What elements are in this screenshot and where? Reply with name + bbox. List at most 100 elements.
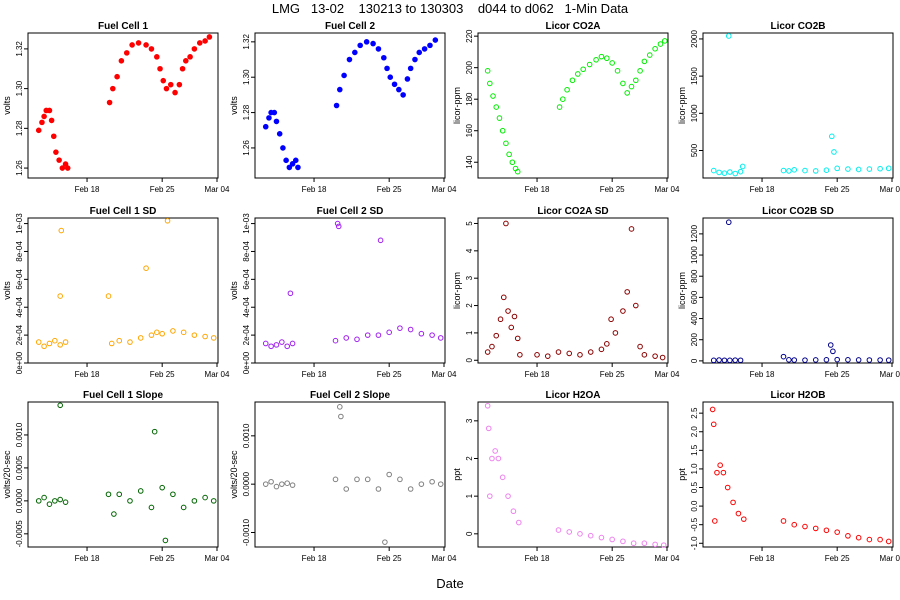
- plot-frame: [702, 401, 894, 548]
- data-point: [35, 339, 42, 345]
- data-point: [364, 332, 371, 338]
- data-point: [418, 330, 425, 337]
- data-point: [52, 337, 58, 344]
- data-point: [110, 85, 116, 92]
- data-point: [127, 498, 133, 504]
- data-point: [608, 316, 614, 323]
- data-point: [628, 83, 635, 90]
- y-tick-label: 3: [465, 418, 474, 423]
- data-point: [885, 357, 892, 363]
- y-tick-label: 8e-04: [242, 241, 251, 262]
- data-point: [160, 77, 167, 84]
- data-point: [335, 223, 342, 230]
- y-tick-label: 0.0010: [242, 423, 251, 448]
- data-point: [877, 165, 883, 172]
- data-point: [62, 499, 69, 505]
- data-point: [614, 68, 621, 74]
- data-point: [555, 349, 562, 355]
- data-point: [35, 127, 42, 134]
- data-point: [266, 115, 272, 121]
- data-point: [598, 534, 605, 541]
- data-point: [534, 351, 540, 358]
- data-point: [739, 163, 746, 170]
- data-point: [503, 220, 509, 227]
- y-tick-label: 0.5: [690, 481, 699, 493]
- data-point: [637, 68, 643, 74]
- data-point: [566, 350, 573, 357]
- data-point: [834, 529, 840, 535]
- data-point: [830, 348, 836, 355]
- data-point: [740, 516, 747, 522]
- y-tick-label: 8e-04: [15, 241, 24, 262]
- data-point: [354, 336, 360, 343]
- data-point: [276, 130, 283, 137]
- y-tick-label: -0.0010: [242, 518, 251, 546]
- data-point: [111, 511, 117, 517]
- panel-title: Licor H2OB: [770, 390, 825, 401]
- x-tick-label: Feb 18: [525, 554, 550, 563]
- y-tick-label: 400: [690, 311, 699, 325]
- data-point: [641, 540, 648, 547]
- data-point: [514, 335, 521, 342]
- data-point: [180, 504, 187, 511]
- data-point: [714, 469, 720, 476]
- data-point: [652, 541, 658, 548]
- data-point: [721, 357, 728, 364]
- data-point: [710, 357, 717, 364]
- data-point: [416, 49, 423, 56]
- y-tick-label: 2: [465, 456, 474, 461]
- data-point: [598, 53, 605, 60]
- data-point: [732, 170, 739, 177]
- data-point: [510, 508, 517, 515]
- data-point: [575, 71, 581, 77]
- data-point: [829, 133, 835, 140]
- data-point: [202, 38, 208, 44]
- data-point: [202, 494, 208, 501]
- data-point: [508, 324, 515, 331]
- y-tick-label: 1.28: [15, 120, 24, 136]
- data-point: [427, 42, 433, 49]
- data-point: [716, 169, 722, 176]
- data-point: [191, 332, 198, 338]
- data-points: [484, 38, 668, 175]
- y-tick-label: 1.26: [15, 160, 24, 176]
- data-point: [41, 494, 47, 501]
- panel-title: Licor CO2B SD: [762, 206, 834, 217]
- data-point: [484, 402, 491, 409]
- data-point: [39, 119, 45, 126]
- data-point: [62, 339, 69, 345]
- data-point: [660, 542, 667, 548]
- data-points: [35, 217, 217, 350]
- data-point: [786, 357, 792, 363]
- y-tick-label: 2e-04: [15, 324, 24, 345]
- data-point: [148, 46, 155, 52]
- data-point: [577, 531, 583, 537]
- data-point: [159, 484, 165, 491]
- x-tick-label: Feb 18: [302, 185, 327, 194]
- data-point: [391, 81, 398, 88]
- y-tick-label: 220: [465, 29, 474, 43]
- data-point: [632, 77, 639, 84]
- data-point: [157, 65, 163, 72]
- y-tick-label: 1.32: [15, 41, 24, 57]
- data-point: [855, 166, 862, 173]
- data-point: [418, 481, 425, 487]
- data-point: [284, 480, 291, 487]
- data-point: [845, 166, 851, 172]
- x-tick-label: Feb 25: [600, 185, 625, 194]
- panel-title: Licor H2OA: [545, 390, 600, 401]
- data-points: [35, 34, 213, 171]
- plot-frame: [477, 217, 669, 364]
- data-point: [279, 339, 285, 345]
- x-tick-label: Feb 18: [75, 554, 100, 563]
- y-tick-label: 5: [465, 221, 474, 226]
- plot-frame: [27, 32, 219, 179]
- y-axis-label: licor-ppm: [677, 87, 687, 124]
- data-point: [823, 357, 830, 363]
- data-point: [497, 316, 504, 323]
- data-point: [499, 474, 506, 481]
- data-point: [812, 357, 819, 363]
- data-point: [652, 353, 658, 359]
- data-point: [334, 220, 341, 227]
- data-point: [495, 455, 502, 462]
